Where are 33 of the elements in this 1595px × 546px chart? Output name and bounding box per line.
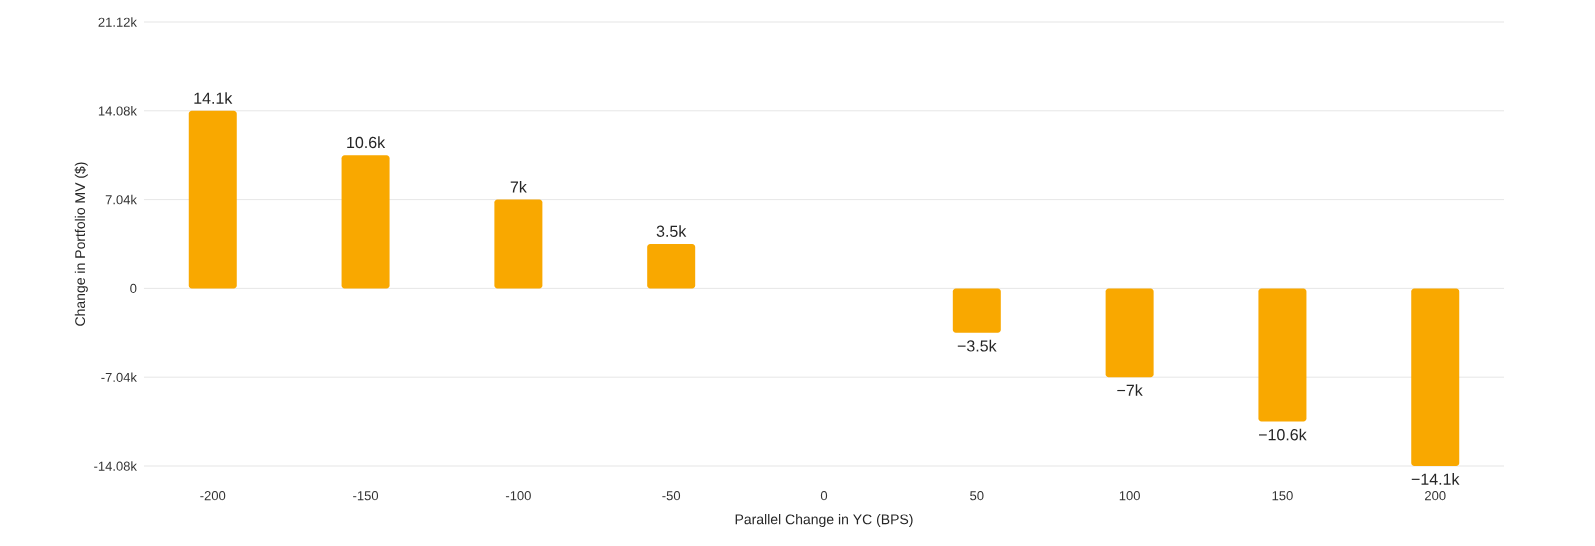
y-tick-label: 7.04k [105, 194, 137, 205]
y-tick-label: 14.08k [98, 106, 137, 116]
x-tick-label: 0 [820, 491, 828, 501]
x-tick-label: 100 [1119, 491, 1140, 501]
y-axis-title: Change in Portfolio MV ($) [74, 162, 88, 326]
bar [1105, 288, 1154, 378]
bar [952, 288, 1001, 333]
data-label: −3.5k [957, 339, 997, 352]
x-tick-label: -150 [353, 491, 379, 501]
x-axis-title: Parallel Change in YC (BPS) [735, 514, 913, 528]
bar [1411, 288, 1460, 466]
bar [1258, 288, 1307, 422]
bar [188, 110, 237, 289]
x-tick-label: 150 [1272, 491, 1293, 501]
x-tick-label: 50 [970, 491, 984, 501]
data-label: 10.6k [347, 136, 386, 149]
bar [494, 199, 543, 289]
y-tick-label: 0 [130, 283, 137, 293]
bar [647, 244, 696, 289]
data-label: −10.6k [1258, 428, 1307, 441]
y-tick-label: -7.04k [101, 372, 137, 382]
bar [341, 155, 390, 289]
data-label: 14.1k [194, 92, 233, 104]
y-tick-label: -14.08k [94, 461, 137, 471]
x-tick-label: -50 [662, 491, 681, 501]
x-tick-label: -100 [505, 491, 531, 501]
x-tick-label: -200 [200, 491, 226, 501]
data-label: 3.5k [656, 225, 687, 237]
data-label: 7k [510, 180, 527, 193]
data-label: −14.1k [1411, 473, 1460, 485]
data-label: −7k [1117, 384, 1143, 396]
y-tick-label: 21.12k [98, 17, 137, 27]
x-tick-label: 200 [1425, 491, 1446, 501]
